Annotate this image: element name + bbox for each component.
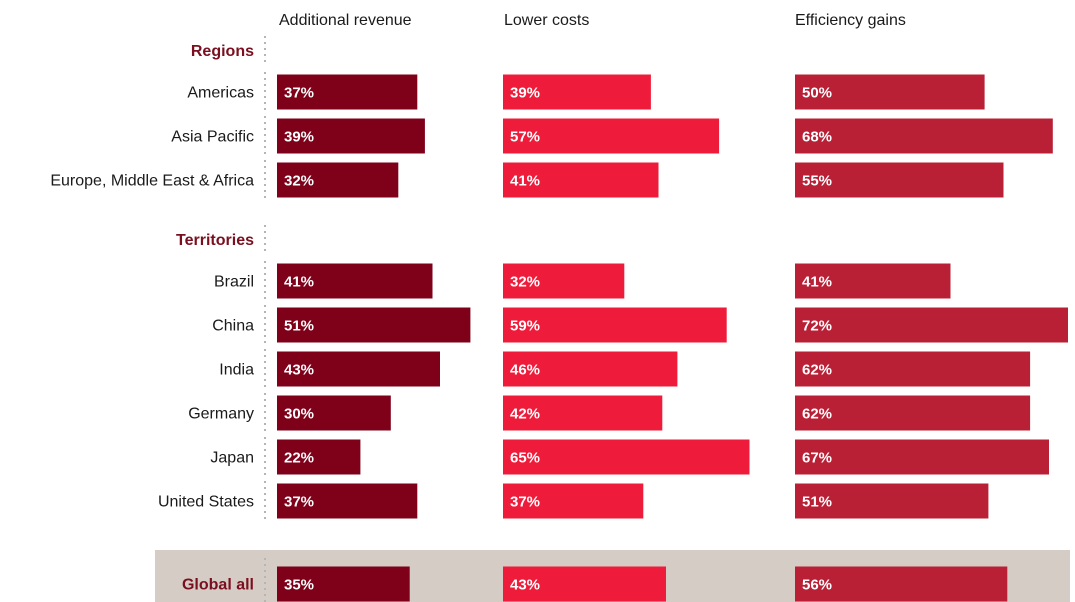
- row-1-4-bar-2: [795, 439, 1049, 475]
- global-row-bar-label-1: 43%: [510, 577, 540, 594]
- row-1-1-bar-label-1: 59%: [510, 318, 540, 335]
- row-0-0-bar-1: [503, 74, 651, 110]
- row-1-2-bar-0: [277, 351, 440, 387]
- row-1-5-bar-label-1: 37%: [510, 494, 540, 511]
- row-label: Japan: [210, 450, 254, 467]
- row-1-5-bar-2: [795, 483, 989, 519]
- row-label: Germany: [188, 406, 254, 423]
- row-0-0-bar-label-2: 50%: [802, 85, 832, 102]
- row-label: China: [212, 318, 254, 335]
- global-row-bar-label-0: 35%: [284, 577, 314, 594]
- row-1-0-bar-label-0: 41%: [284, 274, 314, 291]
- row-1-4-bar-0: [277, 439, 361, 475]
- row-0-2-bar-label-1: 41%: [510, 173, 540, 190]
- row-1-1-bar-label-2: 72%: [802, 318, 832, 335]
- row-1-5-bar-1: [503, 483, 644, 519]
- row-1-2-bar-2: [795, 351, 1031, 387]
- row-1-0-bar-label-1: 32%: [510, 274, 540, 291]
- row-1-3-bar-0: [277, 395, 391, 431]
- global-row-bar-1: [503, 566, 666, 602]
- row-0-2-bar-label-0: 32%: [284, 173, 314, 190]
- row-1-0-bar-label-2: 41%: [802, 274, 832, 291]
- row-0-1-bar-0: [277, 118, 425, 154]
- row-1-3-bar-label-2: 62%: [802, 406, 832, 423]
- row-1-4-bar-label-0: 22%: [284, 450, 314, 467]
- row-1-2-bar-label-2: 62%: [802, 362, 832, 379]
- global-row-bar-2: [795, 566, 1008, 602]
- section-label-0: Regions: [191, 43, 254, 60]
- row-1-3-bar-label-0: 30%: [284, 406, 314, 423]
- row-label: United States: [158, 494, 254, 511]
- row-1-1-bar-1: [503, 307, 727, 343]
- row-1-0-bar-2: [795, 263, 951, 299]
- global-row-bar-0: [277, 566, 410, 602]
- row-0-1-bar-label-2: 68%: [802, 129, 832, 146]
- row-0-0-bar-2: [795, 74, 985, 110]
- row-0-2-bar-label-2: 55%: [802, 173, 832, 190]
- row-label: Asia Pacific: [171, 129, 254, 146]
- row-0-1-bar-label-0: 39%: [284, 129, 314, 146]
- column-header-0: Additional revenue: [279, 12, 412, 29]
- row-label: Europe, Middle East & Africa: [50, 173, 254, 190]
- row-1-3-bar-label-1: 42%: [510, 406, 540, 423]
- row-0-1-bar-1: [503, 118, 720, 154]
- row-label: Americas: [187, 85, 254, 102]
- row-1-5-bar-0: [277, 483, 418, 519]
- row-1-2-bar-label-0: 43%: [284, 362, 314, 379]
- row-0-0-bar-label-1: 39%: [510, 85, 540, 102]
- global-row-label: Global all: [182, 577, 254, 594]
- row-1-5-bar-label-0: 37%: [284, 494, 314, 511]
- row-1-0-bar-0: [277, 263, 433, 299]
- row-0-2-bar-0: [277, 162, 399, 198]
- row-1-4-bar-1: [503, 439, 750, 475]
- row-1-1-bar-0: [277, 307, 471, 343]
- row-1-3-bar-1: [503, 395, 663, 431]
- row-1-4-bar-label-2: 67%: [802, 450, 832, 467]
- row-label: Brazil: [214, 274, 254, 291]
- row-1-4-bar-label-1: 65%: [510, 450, 540, 467]
- section-label-1: Territories: [176, 232, 254, 249]
- row-0-0-bar-label-0: 37%: [284, 85, 314, 102]
- row-0-2-bar-2: [795, 162, 1004, 198]
- row-1-5-bar-label-2: 51%: [802, 494, 832, 511]
- row-1-1-bar-2: [795, 307, 1068, 343]
- row-1-0-bar-1: [503, 263, 625, 299]
- row-1-2-bar-1: [503, 351, 678, 387]
- row-0-1-bar-label-1: 57%: [510, 129, 540, 146]
- column-header-2: Efficiency gains: [795, 12, 906, 29]
- row-0-0-bar-0: [277, 74, 418, 110]
- row-0-2-bar-1: [503, 162, 659, 198]
- row-1-3-bar-2: [795, 395, 1031, 431]
- column-header-1: Lower costs: [504, 12, 589, 29]
- row-1-1-bar-label-0: 51%: [284, 318, 314, 335]
- row-label: India: [219, 362, 254, 379]
- global-row-bar-label-2: 56%: [802, 577, 832, 594]
- row-0-1-bar-2: [795, 118, 1053, 154]
- row-1-2-bar-label-1: 46%: [510, 362, 540, 379]
